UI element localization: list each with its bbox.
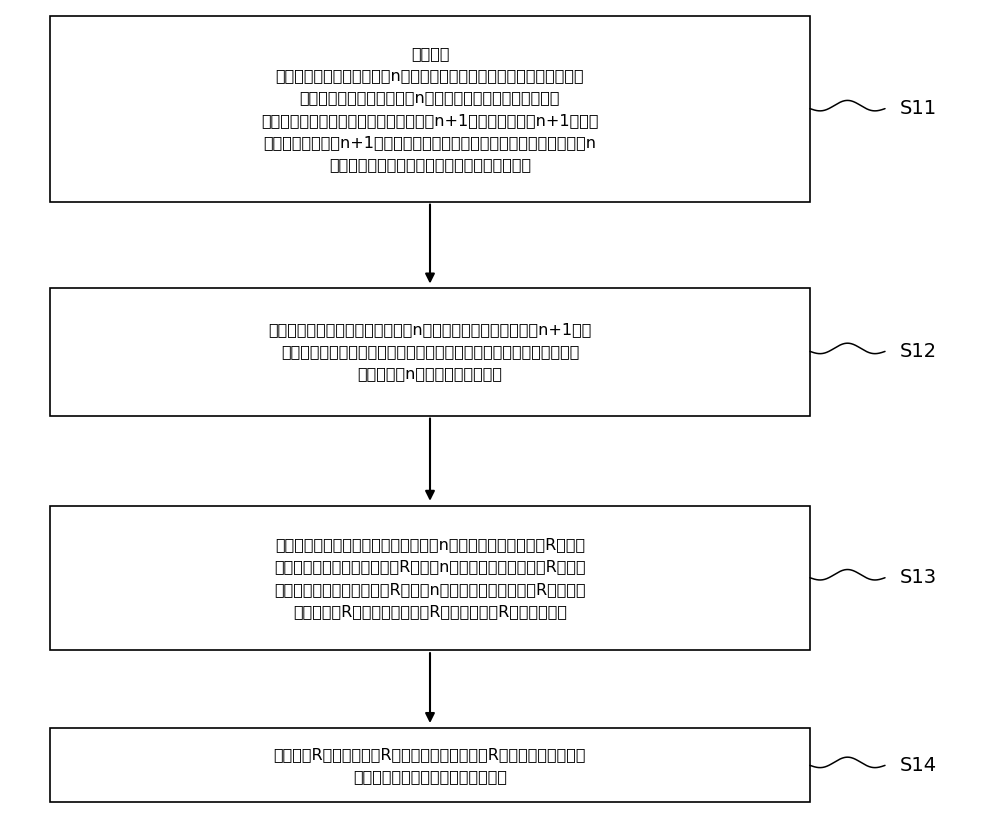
Text: S11: S11 bbox=[900, 99, 937, 119]
Text: 分别选择第一区域的心磁数据至第n区域的心磁数据中被所述第n+1区域
的心磁数据所包含的一个探测通道的心磁数据，获得第一区域的共点心
磁数据至第n区域的共点心磁数: 分别选择第一区域的心磁数据至第n区域的心磁数据中被所述第n+1区域 的心磁数据所… bbox=[268, 322, 592, 382]
Text: 识别所述第一区域的共点心磁数据至第n区域的共点心磁数据的R峰，获
得第一区域的共点心磁数据的R峰至第n区域的共点心磁数据的R峰；从
第一区域的共点心磁数据的R峰: 识别所述第一区域的共点心磁数据至第n区域的共点心磁数据的R峰，获 得第一区域的共… bbox=[274, 537, 586, 619]
Bar bbox=[50, 288, 810, 416]
Text: S12: S12 bbox=[900, 342, 937, 361]
Bar bbox=[50, 728, 810, 802]
Text: 基于其他R峰与所述基准R峰的时刻关系，将其他R峰对应的心磁数据进
行平移，获得同步的多通道心磁数据: 基于其他R峰与所述基准R峰的时刻关系，将其他R峰对应的心磁数据进 行平移，获得同… bbox=[274, 746, 586, 784]
Text: S14: S14 bbox=[900, 756, 937, 775]
Text: 基于多个
探测通道依次采集获取预设n次的人体胸腔平面预设区域的心磁数据，获
得第一区域的心磁数据至第n区域的心磁数据，基于所述多个
探测通道在所述人体胸腔平面预: 基于多个 探测通道依次采集获取预设n次的人体胸腔平面预设区域的心磁数据，获 得第… bbox=[261, 46, 599, 172]
Bar bbox=[50, 506, 810, 650]
Bar bbox=[50, 16, 810, 202]
Text: S13: S13 bbox=[900, 568, 937, 588]
